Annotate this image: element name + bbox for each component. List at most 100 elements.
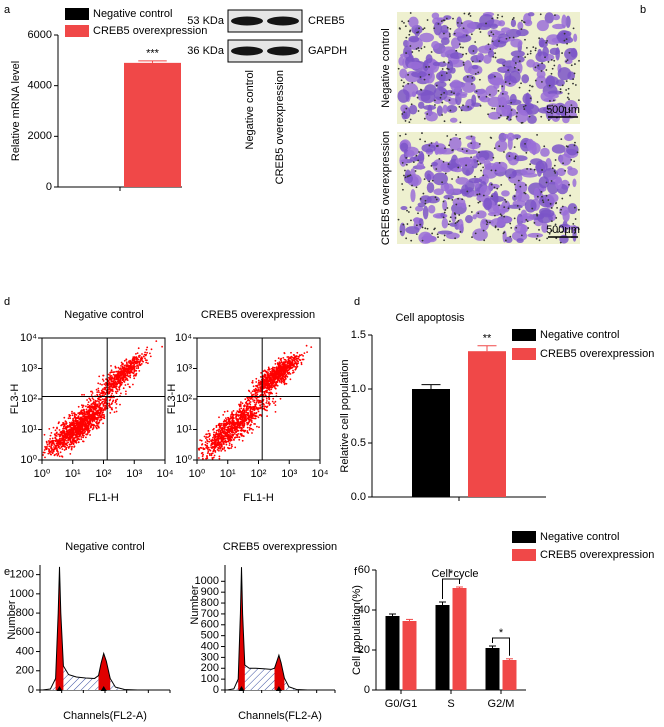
event-dot [116,382,118,384]
pore [401,20,403,22]
event-dot [259,404,261,406]
pore [569,195,571,197]
pore [444,209,446,211]
pore [503,231,505,233]
event-dot [68,417,70,419]
event-dot [270,386,272,388]
event-dot [104,401,106,403]
event-dot [269,368,271,370]
event-dot [129,374,131,376]
pore [515,227,517,229]
event-dot [280,398,282,400]
event-dot [227,417,229,419]
stained-cell [516,110,529,123]
stained-cell [447,60,453,73]
pore [515,62,517,64]
pore [570,159,572,161]
y-tick-label: 600 [16,626,34,638]
event-dot [238,415,240,417]
event-dot [252,398,254,400]
event-dot [228,430,230,432]
pore [443,61,445,63]
pore [416,32,418,34]
blot-band [267,47,299,56]
event-dot [247,427,249,429]
event-dot [214,445,216,447]
pore [418,110,420,112]
stained-cell [433,62,441,66]
pore [492,40,494,42]
pore [482,174,484,176]
stained-cell [461,202,466,208]
event-dot [81,425,83,427]
event-dot [161,346,163,348]
event-dot [98,425,100,427]
event-dot [212,429,214,431]
stained-cell [455,177,468,185]
pore [422,240,424,242]
event-dot [59,436,61,438]
event-dot [137,352,139,354]
pore [460,46,462,48]
pore [486,223,488,225]
stained-cell [418,202,426,207]
event-dot [273,378,275,380]
event-dot [276,367,278,369]
pore [555,217,557,219]
pore [503,151,505,153]
pore [494,147,496,149]
pore [562,206,564,208]
x-tick-label: 10⁰ [189,468,206,480]
stained-cell [419,218,424,227]
stained-cell [423,206,429,220]
pore [559,212,561,214]
stained-cell [460,157,474,168]
pore [449,99,451,101]
pore [431,51,433,53]
event-dot [76,427,78,429]
event-dot [103,394,105,396]
pore [537,65,539,67]
panel-label: b [640,4,646,16]
event-dot [85,420,87,422]
event-dot [78,406,80,408]
pore [505,240,507,242]
pore [408,121,410,123]
event-dot [277,378,279,380]
event-dot [255,392,257,394]
pore [503,206,505,208]
x-tick-label: 10² [251,468,267,480]
event-dot [62,442,64,444]
blot-band [267,17,299,26]
pore [448,223,450,225]
y-tick-label: 200 [16,665,34,677]
pore [465,164,467,166]
pore [451,178,453,180]
pore [510,227,512,229]
event-dot [286,383,288,385]
pore [527,227,529,229]
pore [441,181,443,183]
y-tick-label: 100 [201,673,219,685]
event-dot [284,366,286,368]
event-dot [135,357,137,359]
stained-cell [462,82,476,93]
event-dot [104,389,106,391]
pore [491,184,493,186]
event-dot [231,446,233,448]
event-dot [47,444,49,446]
pore [543,145,545,147]
event-dot [69,417,71,419]
event-dot [88,421,90,423]
event-dot [244,430,246,432]
pore [409,45,411,47]
event-dot [102,388,104,390]
event-dot [290,358,292,360]
pore [502,93,504,95]
event-dot [122,376,124,378]
event-dot [221,440,223,442]
pore [514,146,516,148]
pore [421,48,423,50]
event-dot [224,440,226,442]
event-dot [128,365,130,367]
